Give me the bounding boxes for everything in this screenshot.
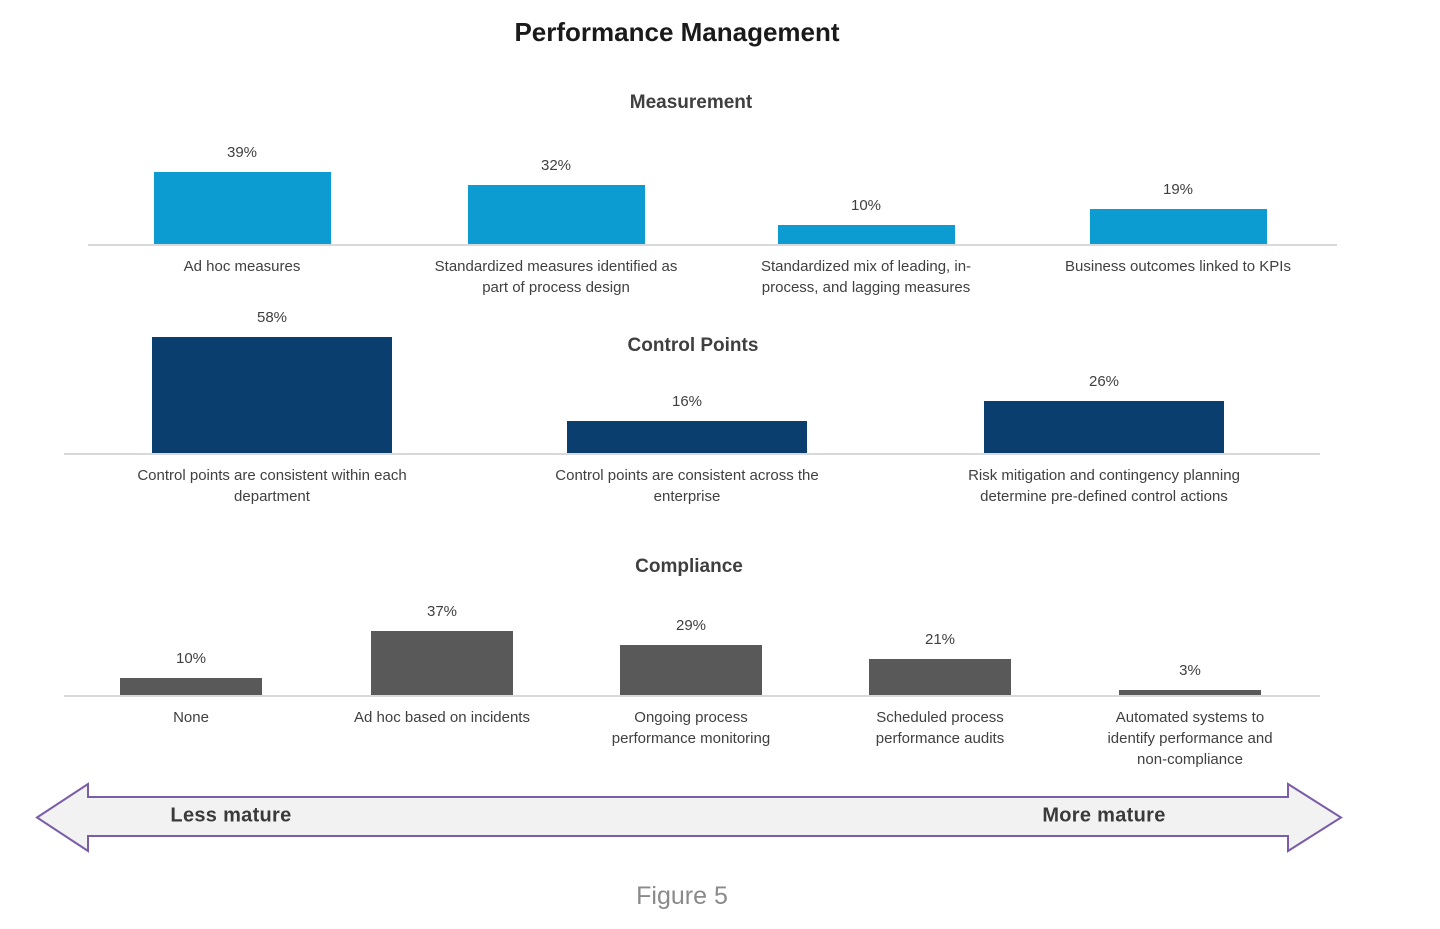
bar-category-label: Automated systems to identify performanc… <box>1107 709 1273 768</box>
double-arrow-shape <box>35 782 1343 853</box>
bar-value-label: 19% <box>1162 181 1194 198</box>
bar <box>1119 690 1261 695</box>
bar-value-label: 21% <box>924 631 956 648</box>
bar <box>467 185 645 244</box>
bar-value-label: 39% <box>226 144 258 161</box>
bar-value-label: 16% <box>671 393 703 410</box>
label-more-mature: More mature <box>1042 804 1166 827</box>
section-baseline <box>64 695 1320 697</box>
bar-value-label: 10% <box>850 197 882 214</box>
bar-category-label: Risk mitigation and contingency planning… <box>968 467 1240 505</box>
bar-category-label: Ad hoc measures <box>183 258 301 275</box>
bar <box>120 678 262 695</box>
bar <box>567 421 807 453</box>
maturity-arrow <box>35 782 1343 853</box>
bar-value-label: 26% <box>1088 373 1120 390</box>
bar <box>984 401 1224 453</box>
bar-category-label: Control points are consistent within eac… <box>137 467 407 505</box>
figure-caption: Figure 5 <box>636 882 728 910</box>
bar <box>152 337 392 453</box>
bar <box>153 172 331 244</box>
bar-category-label: Scheduled process performance audits <box>875 709 1005 747</box>
bar-category-label: None <box>173 709 209 726</box>
bar-value-label: 37% <box>426 603 458 620</box>
section-title-measurement: Measurement <box>629 92 753 113</box>
bar <box>869 659 1011 695</box>
bar-value-label: 58% <box>256 309 288 326</box>
section-title-control-points: Control Points <box>627 335 759 356</box>
section-baseline <box>88 244 1337 246</box>
bar-value-label: 10% <box>175 650 207 667</box>
bar-value-label: 32% <box>540 157 572 174</box>
bar-category-label: Standardized measures identified as part… <box>434 258 678 296</box>
bar <box>620 645 762 695</box>
section-title-compliance: Compliance <box>635 556 743 577</box>
bar-category-label: Ad hoc based on incidents <box>354 709 530 726</box>
bar-category-label: Control points are consistent across the… <box>555 467 819 505</box>
bar-category-label: Business outcomes linked to KPIs <box>1065 258 1291 275</box>
bar-value-label: 29% <box>675 617 707 634</box>
bar <box>1089 209 1267 244</box>
bar <box>777 225 955 244</box>
bar-value-label: 3% <box>1179 662 1201 679</box>
page-title: Performance Management <box>514 17 840 47</box>
label-less-mature: Less mature <box>170 804 292 827</box>
bar-category-label: Standardized mix of leading, in- process… <box>760 258 972 296</box>
bar <box>371 631 513 695</box>
section-baseline <box>64 453 1320 455</box>
bar-category-label: Ongoing process performance monitoring <box>611 709 771 747</box>
